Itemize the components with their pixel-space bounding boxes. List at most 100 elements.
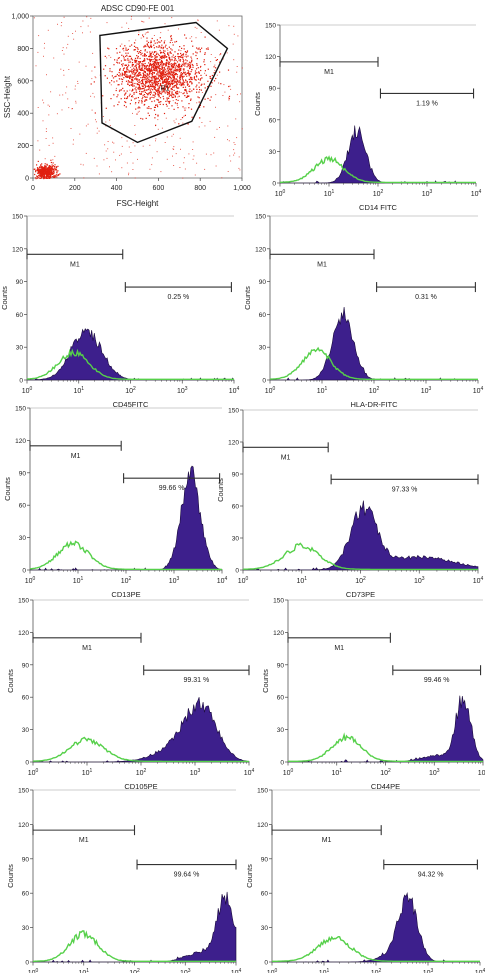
scatter-dot bbox=[44, 170, 47, 172]
y-tick-label: 30 bbox=[277, 727, 285, 734]
scatter-dot bbox=[145, 65, 147, 67]
scatter-dot bbox=[47, 170, 49, 172]
x-tick-label: 104 bbox=[244, 768, 255, 777]
scatter-dot bbox=[209, 99, 211, 101]
scatter-dot bbox=[151, 157, 153, 159]
scatter-dot bbox=[190, 56, 192, 58]
scatter-dot bbox=[124, 94, 126, 96]
scatter-dot bbox=[164, 54, 166, 56]
scatter-dot bbox=[143, 89, 146, 91]
scatter-dot bbox=[166, 80, 168, 82]
scatter-dot bbox=[140, 117, 142, 120]
scatter-dot bbox=[188, 71, 190, 73]
scatter-dot bbox=[166, 59, 168, 61]
scatter-dot bbox=[128, 146, 130, 148]
scatter-dot bbox=[180, 66, 182, 68]
scatter-dot bbox=[139, 81, 141, 83]
scatter-dot bbox=[160, 55, 162, 57]
scatter-dot bbox=[228, 99, 230, 101]
scatter-dot bbox=[165, 78, 167, 81]
x-tick-label: 104 bbox=[217, 576, 228, 585]
scatter-dot bbox=[125, 80, 128, 82]
scatter-dot bbox=[85, 152, 87, 154]
scatter-dot bbox=[183, 92, 185, 94]
scatter-dot bbox=[137, 55, 139, 58]
scatter-dot bbox=[213, 152, 215, 154]
scatter-dot bbox=[38, 171, 40, 173]
scatter-dot bbox=[207, 97, 209, 100]
scatter-dot bbox=[179, 75, 181, 77]
scatter-dot bbox=[102, 116, 104, 117]
scatter-dot bbox=[141, 69, 143, 71]
scatter-dot bbox=[172, 75, 174, 77]
y-tick-label: 150 bbox=[228, 408, 239, 415]
scatter-dot bbox=[139, 92, 141, 95]
scatter-dot bbox=[171, 39, 173, 41]
scatter-dot bbox=[222, 58, 224, 60]
scatter-dot bbox=[146, 96, 148, 98]
scatter-dot bbox=[111, 71, 113, 73]
scatter-dot bbox=[146, 72, 148, 75]
scatter-dot bbox=[173, 60, 175, 62]
scatter-dot bbox=[171, 49, 173, 51]
scatter-dot bbox=[168, 82, 170, 84]
scatter-dot bbox=[132, 142, 134, 144]
scatter-dot bbox=[169, 71, 171, 74]
scatter-dot bbox=[158, 91, 160, 93]
scatter-dot bbox=[138, 106, 140, 108]
scatter-dot bbox=[129, 61, 132, 63]
scatter-dot bbox=[137, 80, 139, 82]
scatter-dot bbox=[153, 71, 155, 74]
scatter-dot bbox=[163, 79, 165, 81]
scatter-dot bbox=[160, 51, 162, 53]
scatter-dot bbox=[190, 78, 192, 80]
scatter-dot bbox=[193, 78, 195, 80]
scatter-dot bbox=[91, 109, 93, 111]
scatter-dot bbox=[215, 94, 217, 96]
scatter-dot bbox=[57, 174, 59, 176]
y-tick-label: 1,000 bbox=[11, 14, 29, 21]
scatter-dot bbox=[51, 167, 53, 169]
scatter-dot bbox=[43, 47, 45, 49]
scatter-dot bbox=[133, 45, 136, 47]
scatter-dot bbox=[228, 140, 230, 142]
scatter-dot bbox=[171, 81, 173, 83]
scatter-dot bbox=[149, 144, 151, 146]
scatter-dot bbox=[38, 169, 40, 172]
scatter-dot bbox=[147, 31, 149, 33]
scatter-dot bbox=[150, 64, 152, 66]
scatter-dot bbox=[169, 63, 171, 65]
scatter-dot bbox=[161, 60, 163, 62]
scatter-dot bbox=[165, 63, 167, 65]
scatter-dot bbox=[150, 44, 152, 46]
scatter-dot bbox=[37, 107, 39, 108]
x-axis-label: CD105PE bbox=[124, 782, 157, 791]
scatter-dot bbox=[167, 92, 169, 94]
scatter-dot bbox=[145, 55, 147, 57]
scatter-dot bbox=[150, 56, 152, 58]
scatter-dot bbox=[148, 82, 151, 84]
scatter-dot bbox=[135, 78, 137, 80]
scatter-dot bbox=[45, 177, 47, 179]
scatter-dot bbox=[150, 41, 152, 43]
scatter-dot bbox=[180, 68, 182, 70]
scatter-dot bbox=[167, 70, 169, 72]
scatter-dot bbox=[175, 81, 177, 83]
scatter-dot bbox=[158, 93, 160, 95]
scatter-dot bbox=[188, 66, 190, 68]
scatter-dot bbox=[38, 175, 40, 177]
scatter-dot bbox=[141, 83, 143, 85]
scatter-dot bbox=[145, 76, 148, 78]
scatter-dot bbox=[215, 165, 217, 167]
scatter-dot bbox=[160, 57, 162, 59]
scatter-dot bbox=[132, 76, 134, 79]
scatter-dot bbox=[179, 82, 181, 84]
scatter-dot bbox=[178, 56, 180, 58]
scatter-dot bbox=[182, 61, 184, 63]
scatter-dot bbox=[129, 59, 131, 61]
scatter-dot bbox=[173, 71, 175, 74]
scatter-dot bbox=[136, 79, 138, 81]
scatter-dot bbox=[171, 56, 173, 58]
scatter-dot bbox=[182, 84, 184, 86]
gate-r1-label: R1 bbox=[160, 86, 169, 93]
